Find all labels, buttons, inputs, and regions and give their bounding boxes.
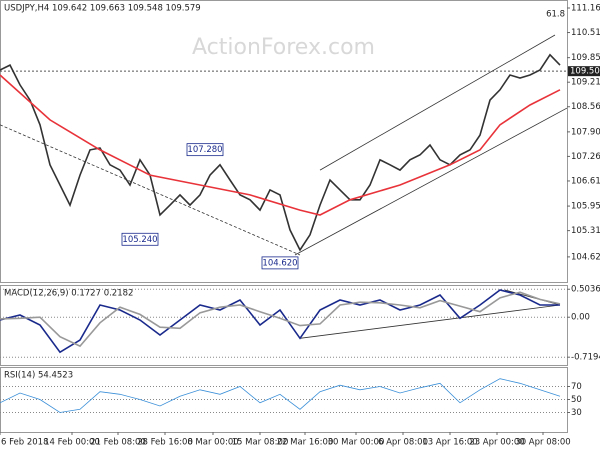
series-line <box>0 74 561 216</box>
x-tick-label: 6 Apr 08:00 <box>378 438 428 448</box>
trendline <box>0 124 301 256</box>
y-tick-label: 104.62 <box>571 252 600 262</box>
x-tick-label: 30 Apr 08:00 <box>515 438 570 448</box>
panel-title: MACD(12,26,9) 0.1727 0.2182 <box>4 289 133 299</box>
y-tick-label: 105.955 <box>571 202 600 212</box>
x-tick-label: 14 Feb 00:00 <box>44 438 100 448</box>
x-tick-label: 22 Mar 16:00 <box>277 438 334 448</box>
x-tick-label: 6 Feb 2018 <box>1 438 49 448</box>
x-tick-label: 8 Mar 00:00 <box>187 438 238 448</box>
panel-title: USDJPY,H4 109.642 109.663 109.548 109.57… <box>4 4 201 14</box>
series-line <box>0 291 561 348</box>
annotation-box <box>186 143 224 157</box>
x-tick-label: 30 Mar 00:00 <box>328 438 385 448</box>
series-line <box>0 378 561 413</box>
y-tick-label: 107.905 <box>571 127 600 137</box>
series-line <box>0 53 561 252</box>
trendline <box>319 34 556 171</box>
y-tick-label: 30 <box>571 408 582 418</box>
price-box <box>568 66 600 77</box>
annotation: 105.240 <box>122 235 157 245</box>
y-tick-label: 0.5036 <box>571 285 600 295</box>
panel-frame <box>0 0 568 283</box>
annotation: 107.280 <box>187 145 222 155</box>
watermark: ActionForex.com <box>192 35 375 60</box>
y-tick-label: 111.160 <box>571 3 600 13</box>
annotation-box <box>121 232 159 246</box>
panel-frame <box>0 367 568 433</box>
x-tick-label: 23 Apr 00:00 <box>469 438 524 448</box>
panel-frame <box>0 285 568 366</box>
annotation-box <box>261 256 299 270</box>
x-tick-label: 21 Feb 08:00 <box>90 438 146 448</box>
y-tick-label: 107.260 <box>571 152 600 162</box>
fib-label: 61.8 <box>546 10 565 20</box>
y-tick-label: 106.615 <box>571 176 600 186</box>
x-tick-label: 15 Mar 08:00 <box>232 438 289 448</box>
y-tick-label: 109.210 <box>571 78 600 88</box>
x-tick-label: 28 Feb 16:00 <box>137 438 193 448</box>
y-tick-label: 50 <box>571 395 582 405</box>
price-label: 109.500 <box>570 67 600 77</box>
y-tick-label: -0.7194 <box>571 353 600 363</box>
y-tick-label: 105.310 <box>571 226 600 236</box>
y-tick-label: 109.855 <box>571 53 600 63</box>
y-tick-label: 108.565 <box>571 102 600 112</box>
trendline <box>299 304 561 339</box>
trendline <box>294 107 568 256</box>
y-tick-label: 70 <box>571 382 582 392</box>
y-tick-label: 110.515 <box>571 28 600 38</box>
panel-title: RSI(14) 54.4523 <box>4 371 73 381</box>
x-tick-label: 13 Apr 16:00 <box>422 438 477 448</box>
series-line <box>0 289 560 354</box>
y-tick-label: 0.00 <box>571 313 590 323</box>
annotation: 104.620 <box>262 258 297 268</box>
